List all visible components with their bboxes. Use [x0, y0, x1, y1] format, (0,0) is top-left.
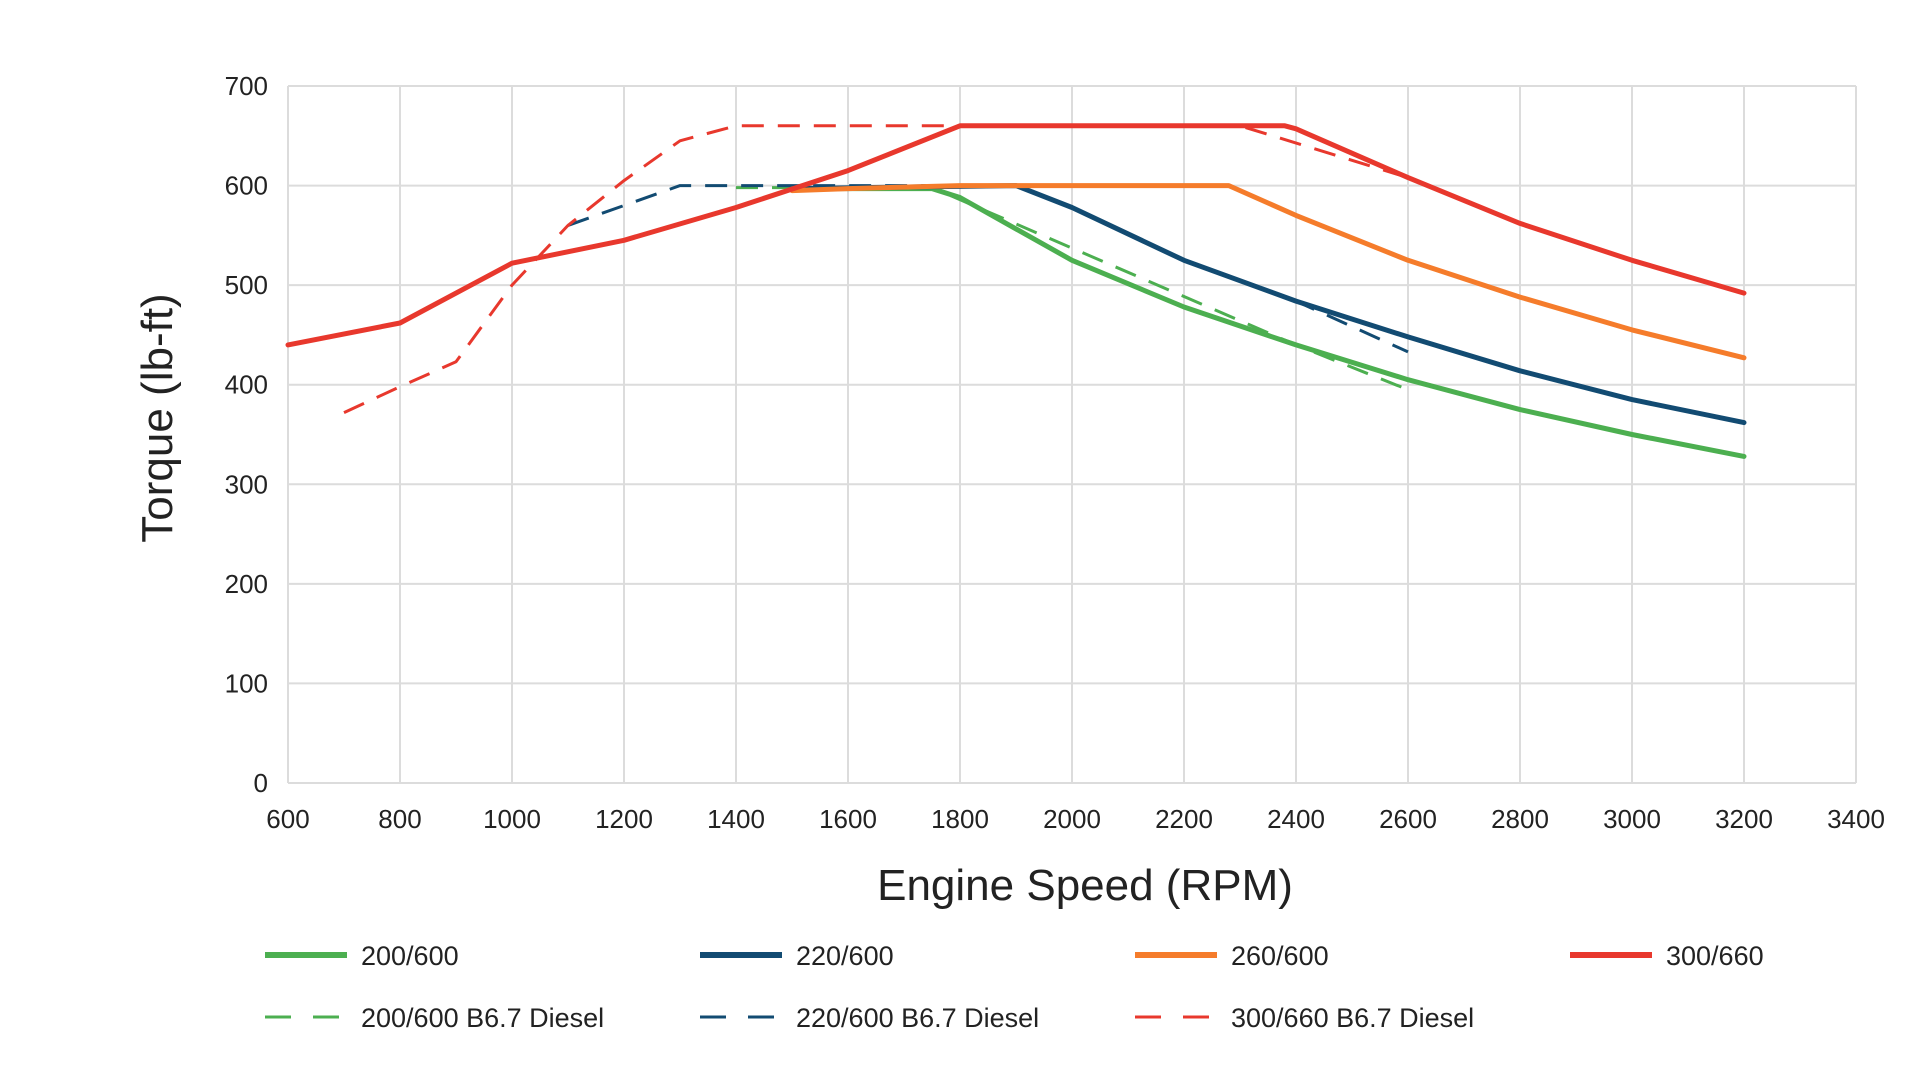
y-tick-label: 100	[225, 668, 268, 698]
legend-item: 300/660	[1570, 941, 1764, 971]
x-axis-title: Engine Speed (RPM)	[877, 861, 1293, 910]
x-tick-label: 3000	[1603, 804, 1661, 834]
x-tick-label: 2000	[1043, 804, 1101, 834]
x-tick-label: 1400	[707, 804, 765, 834]
legend-item: 200/600	[265, 941, 459, 971]
series-line-300-660	[285, 123, 1747, 348]
legend-label: 300/660 B6.7 Diesel	[1231, 1003, 1474, 1033]
legend-label: 200/600 B6.7 Diesel	[361, 1003, 604, 1033]
legend-label: 220/600 B6.7 Diesel	[796, 1003, 1039, 1033]
x-tick-label: 1600	[819, 804, 877, 834]
legend-label: 260/600	[1231, 941, 1329, 971]
y-tick-label: 200	[225, 569, 268, 599]
y-tick-label: 300	[225, 469, 268, 499]
grid	[287, 85, 1857, 784]
legend-item: 300/660 B6.7 Diesel	[1135, 1003, 1474, 1033]
x-tick-label: 800	[378, 804, 421, 834]
x-tick-label: 2200	[1155, 804, 1213, 834]
x-tick-label: 3200	[1715, 804, 1773, 834]
x-tick-label: 1200	[595, 804, 653, 834]
y-tick-label: 400	[225, 370, 268, 400]
legend-label: 200/600	[361, 941, 459, 971]
y-axis-title: Torque (lb-ft)	[133, 293, 182, 542]
x-tick-label: 3400	[1827, 804, 1885, 834]
legend-item: 220/600 B6.7 Diesel	[700, 1003, 1039, 1033]
x-tick-label: 2800	[1491, 804, 1549, 834]
x-tick-label: 1800	[931, 804, 989, 834]
series-line-200-600	[789, 186, 1747, 459]
y-tick-label: 0	[254, 768, 268, 798]
y-tick-label: 600	[225, 171, 268, 201]
y-axis-ticks: 0 100 200 300 400 500 600 700	[225, 71, 268, 798]
series-line-300-660-b6-7-diesel	[343, 124, 1409, 414]
x-tick-label: 1000	[483, 804, 541, 834]
legend-label: 220/600	[796, 941, 894, 971]
y-tick-label: 700	[225, 71, 268, 101]
x-tick-label: 600	[266, 804, 309, 834]
legend: 200/600 220/600 260/600 300/660 200/600 B6.7…	[265, 941, 1764, 1033]
series-line-260-600	[789, 183, 1747, 361]
series-lines	[285, 123, 1747, 459]
x-tick-label: 2400	[1267, 804, 1325, 834]
legend-label: 300/660	[1666, 941, 1764, 971]
legend-item: 200/600 B6.7 Diesel	[265, 1003, 604, 1033]
x-tick-label: 2600	[1379, 804, 1437, 834]
series-line-220-600	[789, 183, 1747, 426]
legend-item: 260/600	[1135, 941, 1329, 971]
series-line-200-600-b6-7-diesel	[736, 186, 1409, 392]
y-tick-label: 500	[225, 270, 268, 300]
legend-item: 220/600	[700, 941, 894, 971]
x-axis-ticks: 600 800 1000 1200 1400 1600 1800 2000 2200 2400 26…	[266, 804, 1885, 834]
